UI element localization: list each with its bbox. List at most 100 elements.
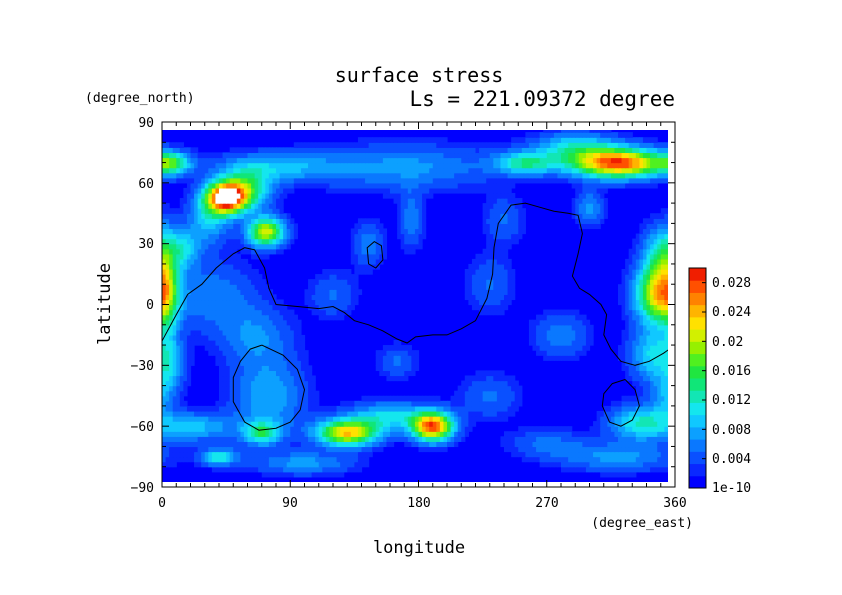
heatmap-cell <box>543 345 548 351</box>
heatmap-cell <box>268 314 274 321</box>
heatmap-cell <box>507 289 512 295</box>
heatmap-cell <box>650 274 655 280</box>
heatmap-cell <box>243 360 249 366</box>
heatmap-cell <box>489 294 494 301</box>
heatmap-cell <box>240 375 245 382</box>
heatmap-cell <box>646 284 651 290</box>
heatmap-cell <box>375 253 380 260</box>
heatmap-cell <box>354 289 359 295</box>
heatmap-cell <box>429 177 434 184</box>
heatmap-cell <box>229 416 234 422</box>
heatmap-cell <box>365 243 370 250</box>
heatmap-cell <box>404 350 409 356</box>
heatmap-cell <box>211 258 217 265</box>
heatmap-cell <box>657 177 662 184</box>
heatmap-cell <box>642 279 648 285</box>
heatmap-cell <box>197 284 202 290</box>
heatmap-cell <box>251 182 256 189</box>
heatmap-cell <box>243 426 249 432</box>
heatmap-cell <box>176 405 181 412</box>
heatmap-cell <box>635 177 640 184</box>
heatmap-cell <box>504 263 509 270</box>
heatmap-cell <box>336 441 341 448</box>
heatmap-cell <box>596 198 601 204</box>
heatmap-cell <box>322 436 327 442</box>
heatmap-cell <box>308 400 313 407</box>
heatmap-cell <box>414 228 420 235</box>
heatmap-cell <box>293 446 298 453</box>
heatmap-cell <box>176 223 181 230</box>
heatmap-cell <box>585 466 591 473</box>
heatmap-cell <box>243 314 249 321</box>
heatmap-cell <box>219 456 224 463</box>
heatmap-cell <box>186 334 192 341</box>
heatmap-cell <box>496 274 502 280</box>
heatmap-cell <box>240 431 245 437</box>
heatmap-cell <box>283 218 288 224</box>
heatmap-cell <box>247 233 252 240</box>
heatmap-cell <box>258 299 263 306</box>
heatmap-cell <box>261 405 266 412</box>
heatmap-cell <box>600 466 605 473</box>
heatmap-cell <box>557 339 562 346</box>
heatmap-cell <box>454 187 459 194</box>
heatmap-cell <box>315 279 320 285</box>
heatmap-cell <box>610 400 616 407</box>
heatmap-cell <box>404 400 409 407</box>
heatmap-cell <box>194 314 199 321</box>
heatmap-cell <box>333 471 338 478</box>
heatmap-cell <box>653 385 658 392</box>
heatmap-cell <box>660 248 665 255</box>
heatmap-cell <box>194 187 199 194</box>
heatmap-cell <box>243 461 249 468</box>
heatmap-cell <box>240 400 245 407</box>
heatmap-cell <box>596 203 601 209</box>
heatmap-cell <box>518 441 523 448</box>
heatmap-cell <box>628 400 633 407</box>
heatmap-cell <box>311 289 316 295</box>
heatmap-cell <box>632 324 637 331</box>
heatmap-cell <box>176 309 181 316</box>
heatmap-cell <box>176 228 181 235</box>
heatmap-cell <box>504 431 509 437</box>
heatmap-cell <box>197 198 202 204</box>
heatmap-cell <box>211 426 217 432</box>
heatmap-cell <box>165 228 170 235</box>
heatmap-cell <box>311 299 316 306</box>
heatmap-cell <box>571 314 576 321</box>
heatmap-cell <box>414 187 420 194</box>
heatmap-cell <box>504 390 509 397</box>
heatmap-cell <box>279 466 284 473</box>
heatmap-cell <box>215 198 220 204</box>
heatmap-cell <box>390 441 395 448</box>
heatmap-cell <box>236 334 241 341</box>
heatmap-cell <box>204 324 209 331</box>
heatmap-cell <box>251 279 256 285</box>
heatmap-cell <box>386 192 391 199</box>
heatmap-cell <box>286 360 291 366</box>
heatmap-cell <box>194 258 199 265</box>
heatmap-cell <box>546 177 551 184</box>
heatmap-cell <box>265 243 270 250</box>
heatmap-cell <box>379 441 384 448</box>
heatmap-cell <box>258 355 263 361</box>
heatmap-cell <box>486 172 491 179</box>
heatmap-cell <box>165 304 170 311</box>
heatmap-cell <box>461 177 466 184</box>
heatmap-cell <box>585 198 591 204</box>
heatmap-cell <box>660 243 665 250</box>
heatmap-cell <box>664 436 668 442</box>
heatmap-cell <box>268 198 274 204</box>
heatmap-cell <box>667 269 668 275</box>
heatmap-cell <box>197 446 202 453</box>
heatmap-cell <box>211 350 217 356</box>
heatmap-cell <box>628 263 633 270</box>
heatmap-cell <box>443 410 448 417</box>
heatmap-cell <box>165 243 170 250</box>
heatmap-cell <box>325 182 331 189</box>
heatmap-cell <box>190 345 195 351</box>
heatmap-cell <box>197 208 202 214</box>
heatmap-cell <box>600 461 605 468</box>
heatmap-cell <box>186 203 192 209</box>
heatmap-cell <box>414 208 420 214</box>
